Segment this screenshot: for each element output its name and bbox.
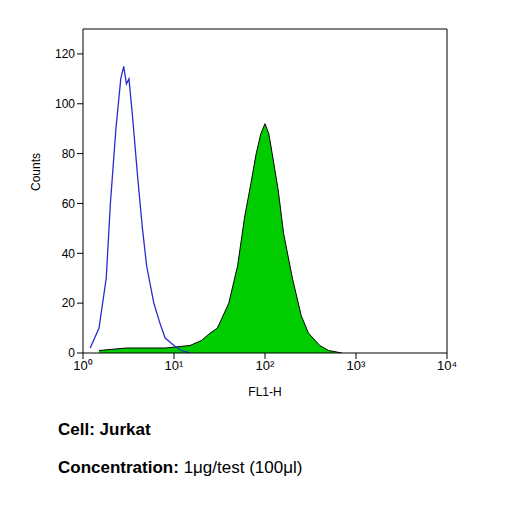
svg-text:10³: 10³ xyxy=(347,358,366,373)
svg-text:100: 100 xyxy=(55,97,75,111)
svg-text:10²: 10² xyxy=(256,358,275,373)
svg-text:10⁴: 10⁴ xyxy=(437,358,457,373)
svg-text:0: 0 xyxy=(68,346,75,360)
svg-text:10⁰: 10⁰ xyxy=(73,358,92,373)
html-text:Cell: Jurkat: Cell: Jurkat xyxy=(58,420,151,439)
svg-text:Counts: Counts xyxy=(29,153,43,191)
html-text:Concentration: 1μg/test (100μl: Concentration: 1μg/test (100μl) xyxy=(58,458,303,477)
svg-text:40: 40 xyxy=(62,247,76,261)
svg-text:80: 80 xyxy=(62,147,76,161)
svg-text:20: 20 xyxy=(62,296,76,310)
svg-text:10¹: 10¹ xyxy=(165,358,184,373)
svg-text:FL1-H: FL1-H xyxy=(248,385,281,399)
svg-text:120: 120 xyxy=(55,47,75,61)
svg-text:60: 60 xyxy=(62,197,76,211)
